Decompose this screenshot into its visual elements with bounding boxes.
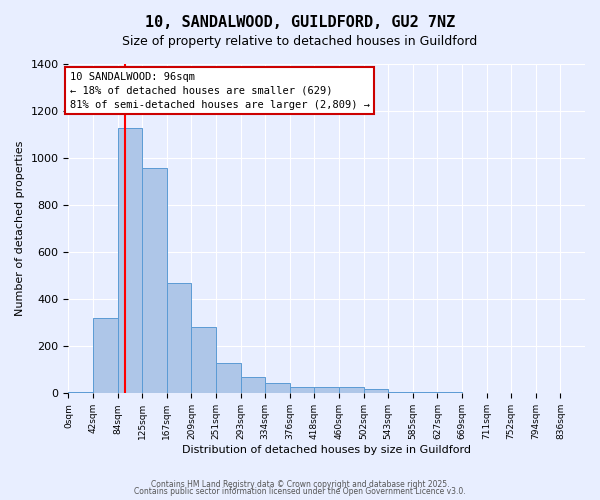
Text: Contains public sector information licensed under the Open Government Licence v3: Contains public sector information licen… [134,487,466,496]
Bar [93,318,118,394]
Bar [413,392,437,394]
Bar [216,363,241,394]
Bar [364,388,388,394]
Bar [68,392,93,394]
Bar [167,283,191,394]
Bar [118,128,142,394]
Bar [462,392,487,394]
Bar [191,328,216,394]
Y-axis label: Number of detached properties: Number of detached properties [15,141,25,316]
Bar [290,388,314,394]
Text: Contains HM Land Registry data © Crown copyright and database right 2025.: Contains HM Land Registry data © Crown c… [151,480,449,489]
Bar [142,168,167,394]
Bar [437,392,462,394]
Bar [265,383,290,394]
Bar [241,377,265,394]
Text: 10, SANDALWOOD, GUILDFORD, GU2 7NZ: 10, SANDALWOOD, GUILDFORD, GU2 7NZ [145,15,455,30]
Bar [314,388,339,394]
X-axis label: Distribution of detached houses by size in Guildford: Distribution of detached houses by size … [182,445,471,455]
Bar [339,388,364,394]
Bar [388,392,413,394]
Text: Size of property relative to detached houses in Guildford: Size of property relative to detached ho… [122,35,478,48]
Text: 10 SANDALWOOD: 96sqm
← 18% of detached houses are smaller (629)
81% of semi-deta: 10 SANDALWOOD: 96sqm ← 18% of detached h… [70,72,370,110]
